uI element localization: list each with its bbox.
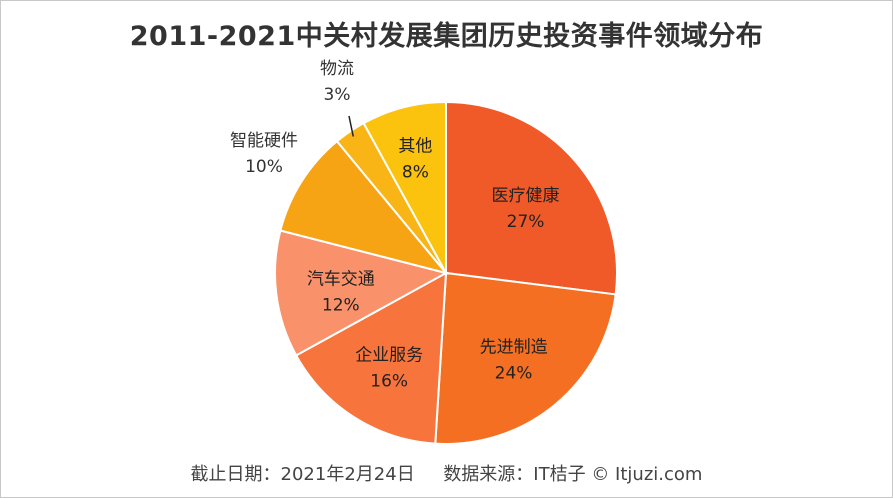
slice-label: 智能硬件 [230,131,298,151]
slice-value-label: 12% [322,295,360,315]
pie-slice-2 [434,271,617,445]
pie-slice-1 [445,100,618,296]
pie-slice-4 [274,229,449,357]
footer-source: 数据来源：IT桔子 © Itjuzi.com [443,464,703,485]
slice-label: 汽车交通 [307,269,375,289]
slice-label: 物流 [320,59,354,79]
slice-value-label: 16% [370,372,408,392]
slice-label: 医疗健康 [492,186,560,206]
chart-title: 2011-2021中关村发展集团历史投资事件领域分布 [129,21,764,52]
slice-label: 企业服务 [355,346,423,366]
pie-slice-7 [362,100,447,274]
pie-slice-5 [279,139,449,275]
slice-value-label: 24% [495,364,533,384]
slice-value-label: 10% [245,157,283,177]
chart-footer: 截止日期：2021年2月24日 数据来源：IT桔子 © Itjuzi.com [0,460,893,486]
footer-date: 截止日期：2021年2月24日 [190,464,415,485]
leader-line [348,115,354,137]
pie-slice-3 [294,271,448,445]
slice-label: 先进制造 [480,338,548,358]
slice-value-label: 3% [324,85,351,105]
slice-value-label: 8% [402,163,429,183]
slice-label: 其他 [398,137,432,157]
slice-value-label: 27% [507,212,545,232]
